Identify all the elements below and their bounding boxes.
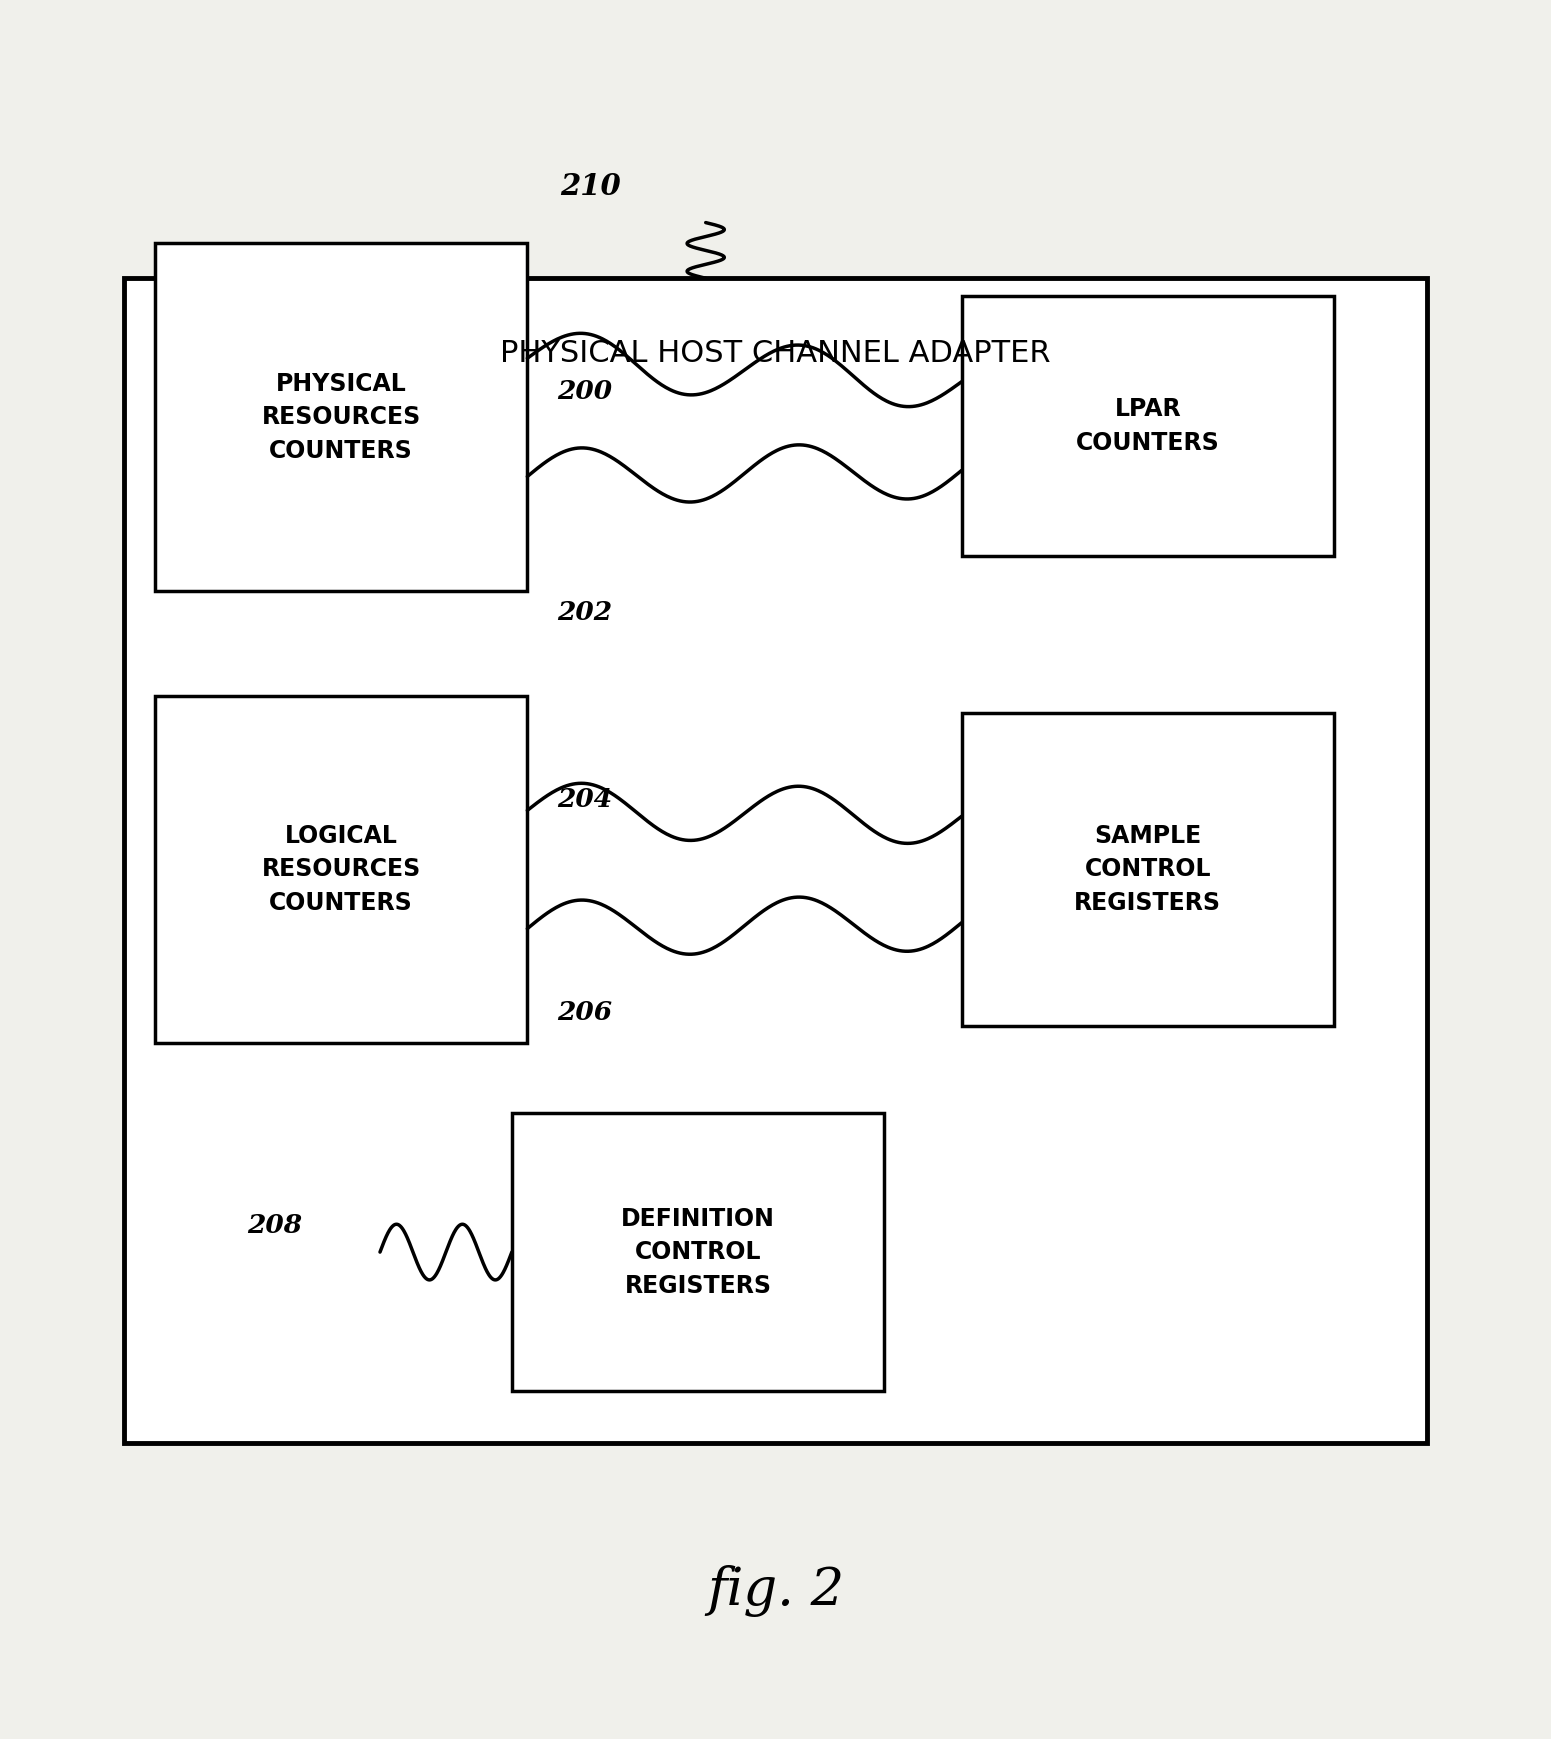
Text: 202: 202: [557, 600, 613, 624]
Text: 204: 204: [557, 788, 613, 812]
FancyBboxPatch shape: [155, 696, 527, 1043]
FancyBboxPatch shape: [155, 243, 527, 591]
Text: 206: 206: [557, 1000, 613, 1024]
FancyBboxPatch shape: [962, 296, 1334, 556]
Text: 208: 208: [247, 1214, 302, 1238]
FancyBboxPatch shape: [962, 713, 1334, 1026]
Text: fig. 2: fig. 2: [707, 1565, 844, 1617]
Text: SAMPLE
CONTROL
REGISTERS: SAMPLE CONTROL REGISTERS: [1075, 824, 1221, 915]
Text: LPAR
COUNTERS: LPAR COUNTERS: [1076, 396, 1219, 456]
Text: 210: 210: [560, 172, 620, 200]
FancyBboxPatch shape: [512, 1113, 884, 1391]
FancyBboxPatch shape: [124, 278, 1427, 1443]
Text: DEFINITION
CONTROL
REGISTERS: DEFINITION CONTROL REGISTERS: [620, 1207, 776, 1297]
Text: PHYSICAL
RESOURCES
COUNTERS: PHYSICAL RESOURCES COUNTERS: [262, 372, 420, 463]
Text: 200: 200: [557, 379, 613, 403]
Text: LOGICAL
RESOURCES
COUNTERS: LOGICAL RESOURCES COUNTERS: [262, 824, 420, 915]
Text: PHYSICAL HOST CHANNEL ADAPTER: PHYSICAL HOST CHANNEL ADAPTER: [499, 339, 1052, 369]
